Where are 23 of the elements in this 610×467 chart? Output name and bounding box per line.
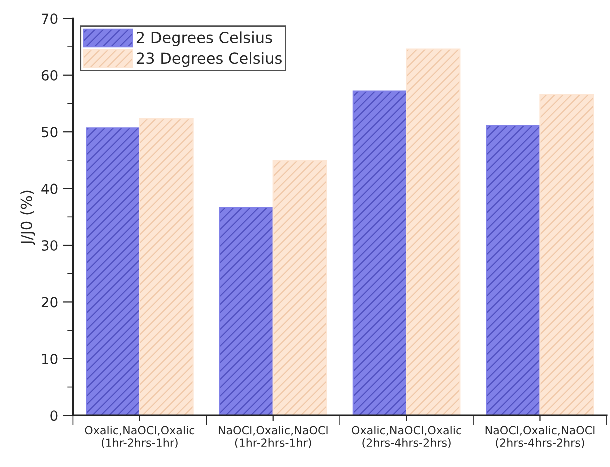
- y-tick-label: 40: [42, 184, 58, 194]
- bar: [540, 94, 594, 416]
- y-tick-label: 30: [42, 240, 58, 251]
- y-tick-label: 20: [42, 297, 58, 308]
- bar: [406, 48, 461, 416]
- x-tick-label: Oxalic,NaOCl,Oxalic (2hrs-4hrs-2hrs): [352, 426, 462, 448]
- legend-label: 2 Degrees Celsius: [136, 32, 272, 46]
- y-tick-label: 50: [42, 127, 58, 138]
- y-tick-label: 60: [42, 70, 58, 81]
- bar: [219, 206, 274, 416]
- y-axis-title: J/J0 (%): [20, 190, 36, 246]
- bar: [352, 90, 408, 416]
- bar: [86, 128, 140, 416]
- y-tick-label: 70: [42, 14, 58, 24]
- bar: [272, 160, 328, 416]
- bar: [486, 125, 541, 416]
- x-tick-label: NaOCl,Oxalic,NaOCl (1hr-2hrs-1hr): [218, 426, 328, 448]
- y-tick-label: 10: [42, 354, 58, 364]
- y-tick-label: 0: [50, 410, 58, 422]
- legend-label: 23 Degrees Celsius: [136, 52, 282, 68]
- x-tick-label: NaOCl,Oxalic,NaOCl (2hrs-4hrs-2hrs): [486, 426, 595, 448]
- bar: [139, 118, 194, 416]
- x-tick-label: Oxalic,NaOCl,Oxalic (1hr-2hrs-1hr): [85, 426, 195, 448]
